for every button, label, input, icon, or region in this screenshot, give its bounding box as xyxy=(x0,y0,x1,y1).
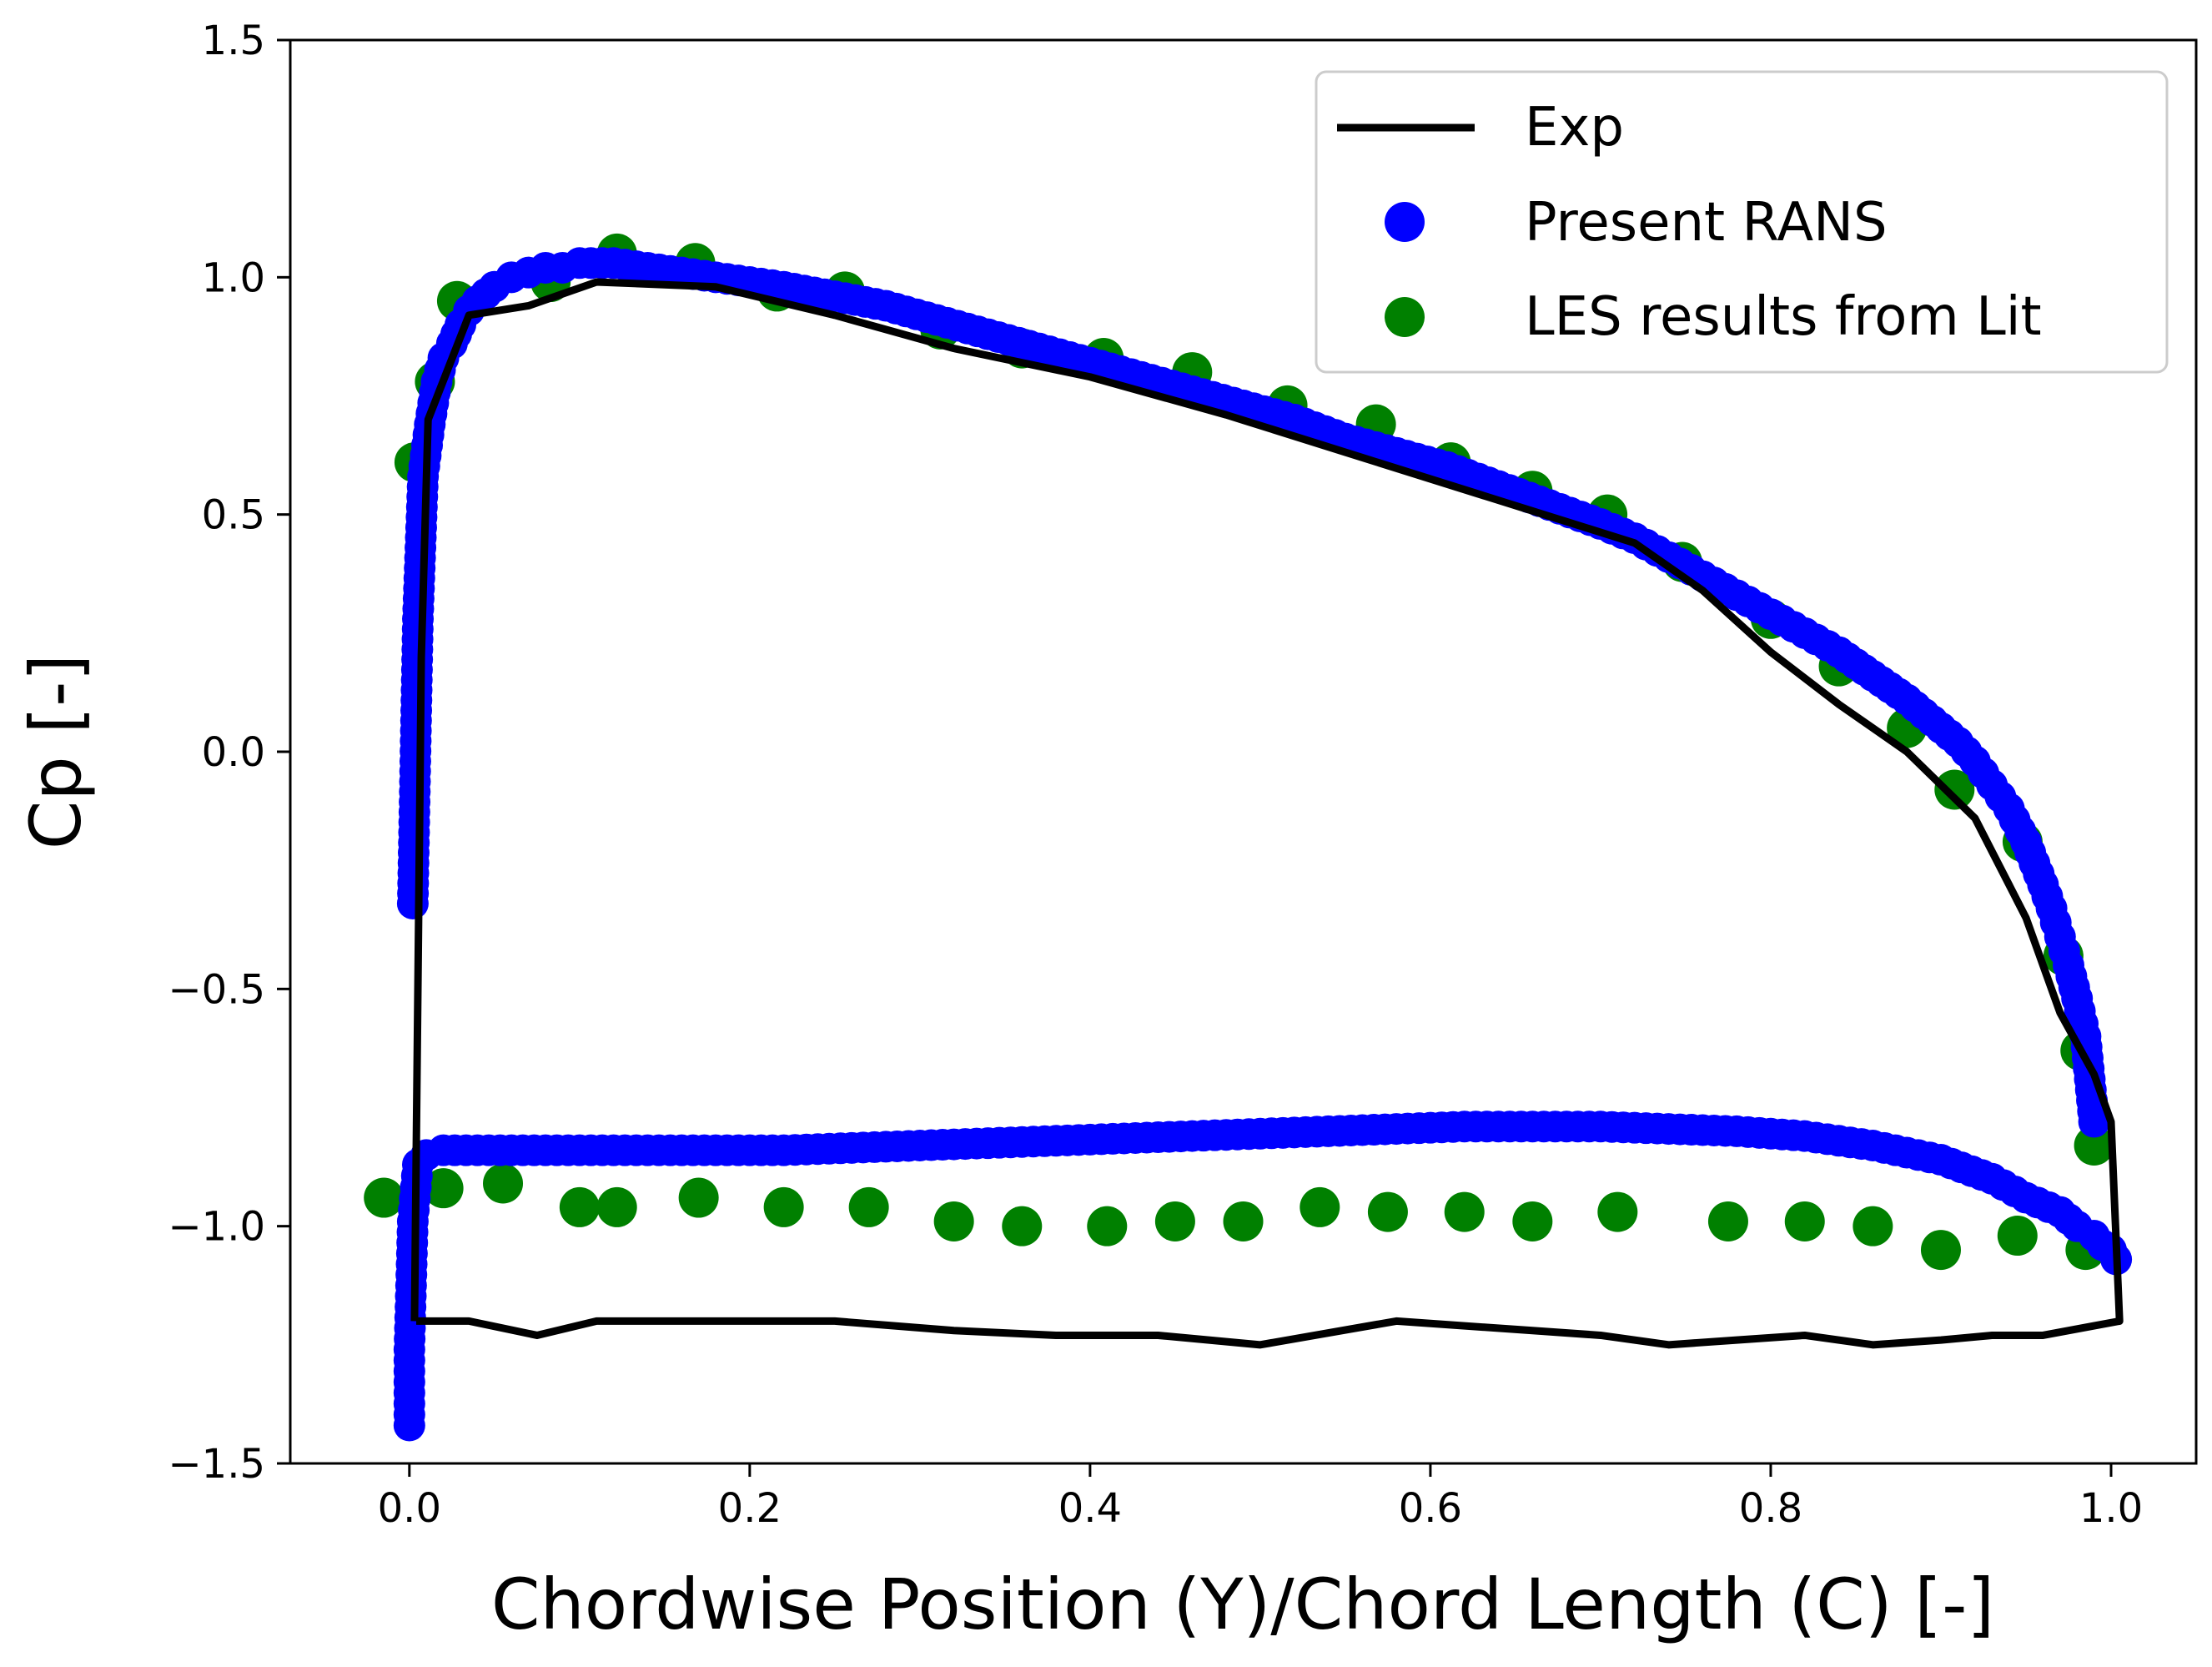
plot-frame xyxy=(289,38,2198,1465)
x-tick-label: 1.0 xyxy=(2079,1485,2143,1532)
les-point xyxy=(364,1177,405,1218)
les-point xyxy=(1997,1216,2038,1257)
y-tick-label: −0.5 xyxy=(168,966,265,1013)
y-axis-ticks: 1.5 1.0 0.5 0.0 −0.5 −1.0 −1.5 xyxy=(168,18,290,1488)
les-point xyxy=(596,1186,637,1227)
y-tick-label: 1.0 xyxy=(202,254,265,301)
y-tick-label: 0.5 xyxy=(202,492,265,539)
les-point xyxy=(1512,1201,1553,1241)
legend-rans-label: Present RANS xyxy=(1525,192,1888,254)
rans-series xyxy=(393,247,2133,1442)
exp-line xyxy=(410,278,2124,1349)
les-point xyxy=(1444,1191,1485,1232)
les-point xyxy=(1920,1230,1961,1271)
x-tick-label: 0.0 xyxy=(378,1485,441,1532)
les-point xyxy=(1300,1186,1340,1227)
x-axis-ticks: 0.0 0.2 0.4 0.6 0.8 1.0 xyxy=(378,1463,2143,1532)
legend-rans-marker xyxy=(1385,202,1425,242)
legend-les-marker xyxy=(1385,297,1425,337)
legend-les-label: LES results from Lit xyxy=(1525,286,2042,348)
y-tick-label: −1.0 xyxy=(168,1204,265,1251)
x-tick-label: 0.6 xyxy=(1399,1485,1462,1532)
les-point xyxy=(559,1186,600,1227)
x-tick-label: 0.8 xyxy=(1739,1485,1802,1532)
x-tick-label: 0.4 xyxy=(1058,1485,1122,1532)
les-point xyxy=(1002,1206,1043,1246)
rans-point xyxy=(2078,1105,2110,1138)
les-point xyxy=(763,1186,804,1227)
les-point xyxy=(933,1201,974,1241)
legend: Exp Present RANS LES results from Lit xyxy=(1315,70,2169,374)
x-axis-title: Chordwise Position (Y)/Chord Length (C) … xyxy=(491,1564,1994,1645)
les-point xyxy=(483,1163,524,1204)
y-tick-label: −1.5 xyxy=(168,1441,265,1488)
les-point xyxy=(2074,1125,2114,1166)
les-point xyxy=(1707,1201,1748,1241)
y-tick-label: 0.0 xyxy=(202,729,265,776)
les-point xyxy=(1784,1201,1825,1241)
les-point xyxy=(1223,1201,1264,1241)
y-tick-label: 1.5 xyxy=(202,18,265,64)
y-axis-title: Cp [-] xyxy=(15,654,97,850)
x-tick-label: 0.2 xyxy=(718,1485,782,1532)
les-point xyxy=(423,1168,464,1209)
les-point xyxy=(848,1186,889,1227)
legend-box xyxy=(1315,70,2169,374)
les-point xyxy=(1154,1201,1195,1241)
exp-series xyxy=(410,278,2124,1349)
les-point xyxy=(678,1177,719,1218)
legend-exp-label: Exp xyxy=(1525,97,1624,159)
les-point xyxy=(1367,1191,1408,1232)
les-point xyxy=(1853,1206,1893,1246)
les-point xyxy=(1087,1206,1128,1246)
les-point xyxy=(1597,1191,1638,1232)
les-point xyxy=(1934,769,1975,810)
